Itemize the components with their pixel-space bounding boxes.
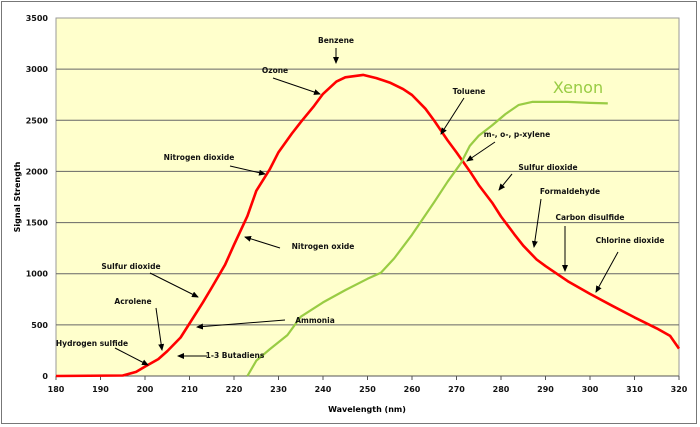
y-tick-label: 2000: [26, 167, 49, 176]
annotation: Acrolene: [114, 297, 165, 351]
annotation-label: m-, o-, p-xylene: [484, 130, 550, 139]
annotation-arrow: [155, 307, 165, 351]
annotation-label: Sulfur dioxide: [101, 262, 160, 271]
x-tick-label: 310: [626, 385, 643, 394]
xenon-series-label: Xenon: [553, 78, 603, 97]
annotation: 1-3 Butadiens: [177, 351, 265, 360]
annotation-arrow: [272, 77, 321, 95]
annotation-arrow: [229, 165, 266, 176]
annotation-label: Nitrogen dioxide: [164, 153, 235, 162]
annotation-label: Sulfur dioxide: [518, 163, 577, 172]
annotation: Carbon disulfide: [555, 213, 625, 272]
annotation-arrow: [244, 235, 281, 249]
annotation-label: Carbon disulfide: [555, 213, 624, 222]
y-tick-label: 2500: [26, 116, 49, 125]
annotation: Nitrogen dioxide: [164, 153, 266, 176]
x-tick-label: 290: [537, 385, 554, 394]
x-axis-label: Wavelength (nm): [328, 405, 406, 414]
y-tick-label: 500: [31, 321, 48, 330]
annotation: Formaldehyde: [531, 187, 600, 248]
annotation-arrow: [466, 141, 496, 162]
x-tick-label: 280: [493, 385, 510, 394]
x-tick-label: 180: [48, 385, 65, 394]
annotation: Chlorine dioxide: [595, 236, 665, 293]
y-tick-label: 1500: [26, 219, 49, 228]
y-tick-label: 1000: [26, 270, 49, 279]
annotation-arrow: [149, 272, 199, 298]
x-tick-label: 240: [315, 385, 332, 394]
y-tick-label: 3000: [26, 65, 49, 74]
annotation-label: Benzene: [318, 36, 354, 45]
annotation-label: Ammonia: [295, 316, 335, 325]
annotation-label: Toluene: [453, 87, 486, 96]
annotation-label: Formaldehyde: [540, 187, 600, 196]
y-axis-label: Signal Strength: [13, 161, 22, 232]
annotation-arrow: [114, 347, 149, 366]
annotation-label: Chlorine dioxide: [596, 236, 665, 245]
xenon-line: [246, 100, 608, 377]
annotation: Hydrogen sulfide: [56, 339, 149, 366]
x-tick-label: 230: [270, 385, 287, 394]
annotation-arrow: [196, 319, 286, 330]
annotation: Sulfur dioxide: [101, 262, 199, 298]
annotation-arrow: [440, 97, 465, 135]
x-tick-label: 210: [181, 385, 198, 394]
annotation-arrow: [531, 198, 542, 248]
annotation: m-, o-, p-xylene: [466, 130, 550, 162]
annotation: Ammonia: [196, 316, 335, 330]
annotation: Sulfur dioxide: [498, 163, 578, 191]
y-tick-label: 0: [42, 372, 48, 381]
x-tick-label: 220: [226, 385, 243, 394]
annotation-label: Nitrogen oxide: [292, 242, 355, 251]
x-tick-label: 300: [582, 385, 599, 394]
plot-area: [55, 17, 680, 377]
annotation-label: Acrolene: [114, 297, 151, 306]
x-tick-label: 250: [359, 385, 376, 394]
annotation-label: Hydrogen sulfide: [56, 339, 128, 348]
x-tick-label: 320: [671, 385, 688, 394]
x-tick-label: 270: [448, 385, 465, 394]
annotation: Ozone: [262, 66, 321, 95]
annotation-label: Ozone: [262, 66, 288, 75]
annotation: Benzene: [318, 36, 354, 64]
x-tick-label: 260: [404, 385, 421, 394]
spectrum-line: [55, 73, 681, 378]
annotation-arrow: [498, 173, 513, 191]
annotation: Toluene: [440, 87, 486, 135]
x-tick-label: 190: [92, 385, 109, 394]
annotation-label: 1-3 Butadiens: [206, 351, 265, 360]
x-tick-label: 200: [137, 385, 154, 394]
annotation: Nitrogen oxide: [244, 235, 355, 251]
annotation-arrow: [595, 251, 619, 293]
y-tick-label: 3500: [26, 14, 49, 23]
